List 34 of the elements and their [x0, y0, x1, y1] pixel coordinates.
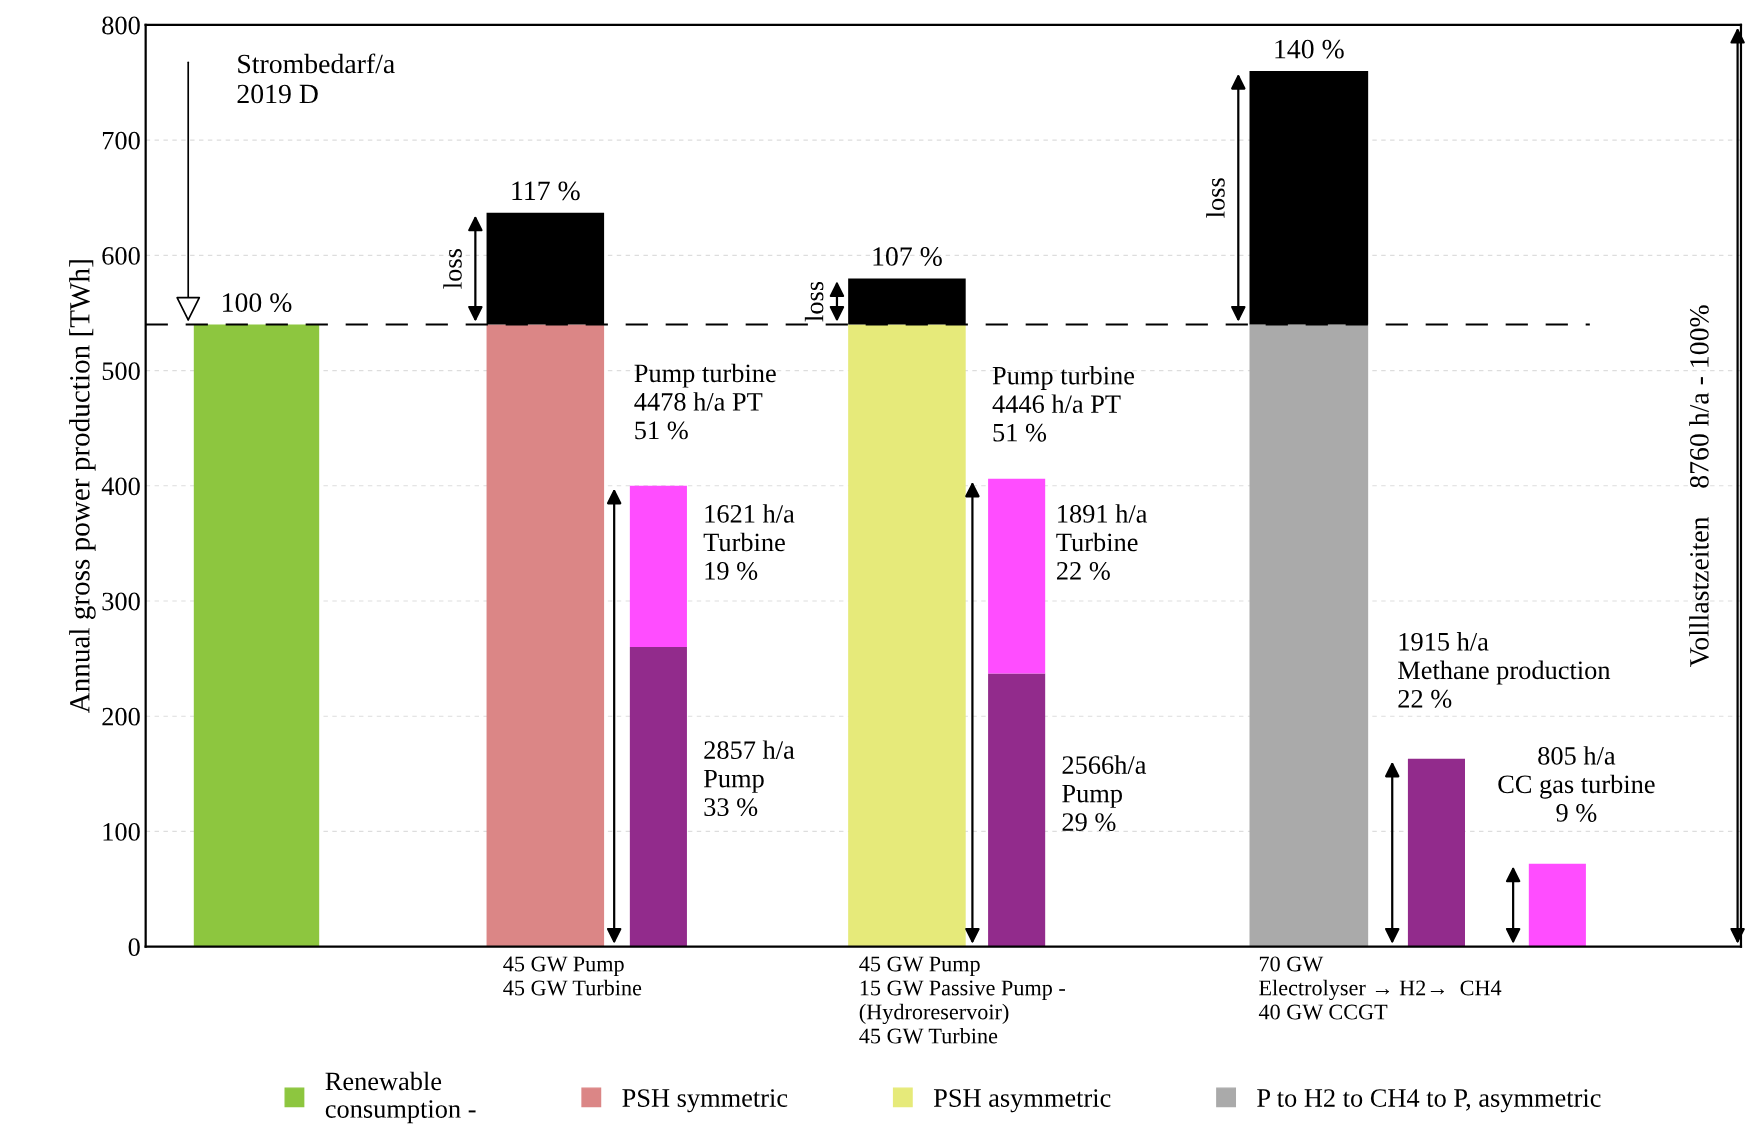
annotation: Strombedarf/a 2019 D: [237, 53, 395, 104]
text: 45 GW Pump 45 GW Turbine: [503, 956, 642, 996]
legend-label: PSH asymmetric: [933, 1089, 1111, 1113]
annotation: 1915 h/a Methane production 22 %: [1398, 632, 1611, 708]
annotation: 2857 h/a Pump 33 %: [703, 740, 795, 817]
annotation: 1891 h/a Turbine 22 %: [1056, 504, 1148, 580]
y-tick-label: 100: [103, 822, 140, 841]
annotation: loss: [1206, 178, 1225, 218]
annotation: 1621 h/a Turbine 19 %: [703, 504, 795, 580]
annotation: 100 %: [223, 293, 292, 313]
text: 45 GW Pump 15 GW Passive Pump - (Hydroreservoir) 45 GW Turbine: [859, 956, 1065, 1044]
legend-label: P to H2 to CH4 to P, asymmetric: [1257, 1089, 1601, 1113]
y-tick-label: 700: [102, 131, 140, 150]
annotation: 805 h/a CC gas turbine 9 %: [1498, 746, 1655, 822]
y-tick-label: 600: [102, 246, 140, 265]
annotation: loss: [443, 249, 462, 289]
y-tick-label: 400: [101, 477, 140, 496]
annotation: 117 %: [512, 181, 580, 201]
y-tick-label: 800: [102, 16, 140, 35]
annotation: 107 %: [873, 247, 942, 266]
y-tick-label: 300: [102, 592, 140, 611]
y-axis-title: Annual gross power production [TWh]: [69, 260, 96, 714]
annotation: Pump turbine 4446 h/a PT 51 %: [992, 365, 1135, 442]
annotation: Volllastzeiten 8760 h/a - 100%: [1689, 305, 1709, 667]
annotation: 140 %: [1275, 39, 1344, 59]
y-tick-label: 200: [102, 707, 140, 726]
y-tick-label: 0: [128, 938, 140, 957]
legend-label: PSH symmetric: [622, 1089, 788, 1113]
legend-label: Renewable consumption -: [325, 1071, 476, 1124]
annotation: Pump turbine 4478 h/a PT 51 %: [634, 363, 776, 440]
annotation: 2566h/a Pump 29 %: [1062, 755, 1147, 832]
y-tick-label: 500: [102, 362, 140, 380]
annotation: loss: [804, 281, 824, 322]
text: 70 GW Electrolyser → H2→ CH4 40 GW CCGT: [1258, 956, 1502, 1020]
